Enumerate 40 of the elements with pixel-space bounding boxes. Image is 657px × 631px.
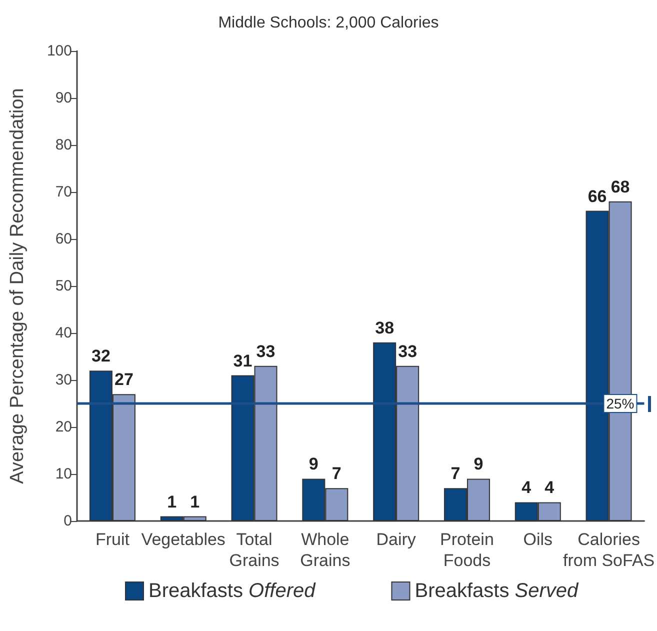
data-label: 9	[474, 454, 484, 474]
chart-title: Middle Schools: 2,000 Calories	[218, 14, 439, 32]
legend-label: Breakfasts Offered	[148, 580, 316, 602]
data-label: 68	[610, 177, 630, 196]
data-label: 7	[450, 464, 460, 484]
x-tick-label: Vegetables	[141, 530, 226, 549]
data-label: 33	[398, 342, 418, 361]
data-label: 9	[308, 454, 318, 474]
x-tick-label: Protein Foods	[440, 530, 494, 570]
data-label: 32	[91, 346, 110, 366]
x-tick-label: Calories from SoFAS	[562, 530, 655, 570]
y-tick-label: 90	[55, 90, 72, 106]
data-label: 33	[256, 342, 276, 361]
y-tick-label: 10	[55, 466, 72, 482]
y-axis-title: Average Percentage of Daily Recommendation	[7, 88, 28, 484]
data-label: 38	[375, 318, 394, 338]
data-label: 4	[522, 478, 532, 498]
data-label: 66	[588, 186, 607, 206]
y-tick-label: 70	[55, 184, 72, 200]
ref-line-label: 25%	[606, 396, 634, 412]
y-tick-label: 20	[55, 418, 72, 436]
data-label: 4	[544, 478, 555, 498]
y-tick-label: 80	[55, 136, 72, 154]
data-label: 7	[332, 464, 342, 484]
x-tick-label: Oils	[523, 530, 553, 549]
x-tick-label: Fruit	[95, 530, 130, 549]
y-tick-label: 30	[55, 372, 72, 388]
x-tick-label: Whole Grains	[300, 530, 350, 570]
y-tick-label: 50	[55, 278, 72, 294]
y-tick-label: 60	[55, 230, 72, 248]
data-label: 1	[190, 492, 200, 512]
data-label: 31	[233, 351, 252, 370]
x-tick-label: Total Grains	[229, 530, 280, 570]
x-tick-label: Dairy	[376, 530, 416, 549]
legend-label: Breakfasts Served	[414, 580, 580, 602]
y-tick-label: 0	[64, 512, 72, 530]
y-tick-label: 40	[55, 324, 72, 342]
data-label: 27	[114, 370, 134, 390]
y-tick-label: 100	[46, 42, 72, 60]
data-label: 1	[167, 492, 177, 512]
